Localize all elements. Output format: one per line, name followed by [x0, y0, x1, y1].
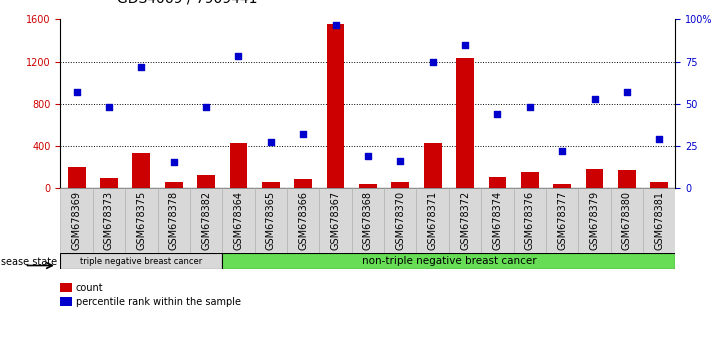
Bar: [223, 188, 255, 253]
Bar: [481, 188, 513, 253]
Point: [459, 42, 471, 47]
Text: GSM678382: GSM678382: [201, 191, 211, 250]
Bar: [294, 179, 312, 188]
Point: [168, 160, 179, 165]
Text: GSM678369: GSM678369: [72, 191, 82, 250]
Bar: [618, 170, 636, 188]
Text: GSM678377: GSM678377: [557, 191, 567, 250]
Text: GSM678376: GSM678376: [525, 191, 535, 250]
Bar: [125, 188, 158, 253]
Bar: [255, 188, 287, 253]
Text: GSM678375: GSM678375: [137, 191, 146, 250]
Text: GSM678364: GSM678364: [233, 191, 243, 250]
Bar: [223, 253, 675, 269]
Bar: [546, 188, 578, 253]
Point: [265, 139, 277, 145]
Bar: [611, 188, 643, 253]
Point: [653, 136, 665, 142]
Bar: [262, 182, 279, 188]
Bar: [488, 177, 506, 188]
Bar: [165, 182, 183, 188]
Text: GSM678380: GSM678380: [622, 191, 632, 250]
Point: [621, 89, 633, 95]
Text: GSM678374: GSM678374: [493, 191, 503, 250]
Point: [103, 104, 114, 110]
Point: [201, 104, 212, 110]
Text: GSM678368: GSM678368: [363, 191, 373, 250]
Bar: [384, 188, 417, 253]
Text: GSM678373: GSM678373: [104, 191, 114, 250]
Point: [395, 158, 406, 164]
Text: GSM678366: GSM678366: [298, 191, 308, 250]
Text: GSM678379: GSM678379: [589, 191, 599, 250]
Point: [557, 148, 568, 154]
Point: [362, 153, 374, 159]
Bar: [326, 24, 344, 188]
Bar: [359, 184, 377, 188]
Text: non-triple negative breast cancer: non-triple negative breast cancer: [362, 256, 536, 266]
Text: GSM678371: GSM678371: [428, 191, 438, 250]
Bar: [456, 58, 474, 188]
Bar: [578, 188, 611, 253]
Text: GSM678365: GSM678365: [266, 191, 276, 250]
Bar: [287, 188, 319, 253]
Bar: [60, 297, 72, 306]
Point: [232, 54, 244, 59]
Point: [136, 64, 147, 69]
Bar: [60, 283, 72, 292]
Text: GSM678370: GSM678370: [395, 191, 405, 250]
Text: GSM678372: GSM678372: [460, 191, 470, 250]
Bar: [449, 188, 481, 253]
Text: disease state: disease state: [0, 257, 57, 267]
Bar: [190, 188, 223, 253]
Point: [492, 111, 503, 116]
Bar: [521, 172, 539, 188]
Text: GDS4069 / 7909441: GDS4069 / 7909441: [117, 0, 258, 5]
Bar: [100, 178, 118, 188]
Bar: [132, 153, 150, 188]
Bar: [651, 182, 668, 188]
Bar: [68, 167, 85, 188]
Bar: [60, 188, 93, 253]
Bar: [553, 184, 571, 188]
Bar: [513, 188, 546, 253]
Bar: [319, 188, 352, 253]
Point: [427, 59, 439, 64]
Bar: [93, 188, 125, 253]
Text: count: count: [76, 283, 103, 293]
Bar: [417, 188, 449, 253]
Bar: [158, 188, 190, 253]
Bar: [352, 188, 384, 253]
Bar: [197, 175, 215, 188]
Point: [330, 22, 341, 27]
Bar: [392, 182, 410, 188]
Point: [71, 89, 82, 95]
Bar: [586, 169, 604, 188]
Text: percentile rank within the sample: percentile rank within the sample: [76, 297, 241, 307]
Point: [524, 104, 535, 110]
Bar: [60, 253, 223, 269]
Text: GSM678367: GSM678367: [331, 191, 341, 250]
Bar: [424, 143, 442, 188]
Text: GSM678381: GSM678381: [654, 191, 664, 250]
Point: [297, 131, 309, 137]
Bar: [643, 188, 675, 253]
Point: [589, 96, 600, 101]
Text: GSM678378: GSM678378: [169, 191, 178, 250]
Text: triple negative breast cancer: triple negative breast cancer: [80, 257, 203, 266]
Bar: [230, 143, 247, 188]
